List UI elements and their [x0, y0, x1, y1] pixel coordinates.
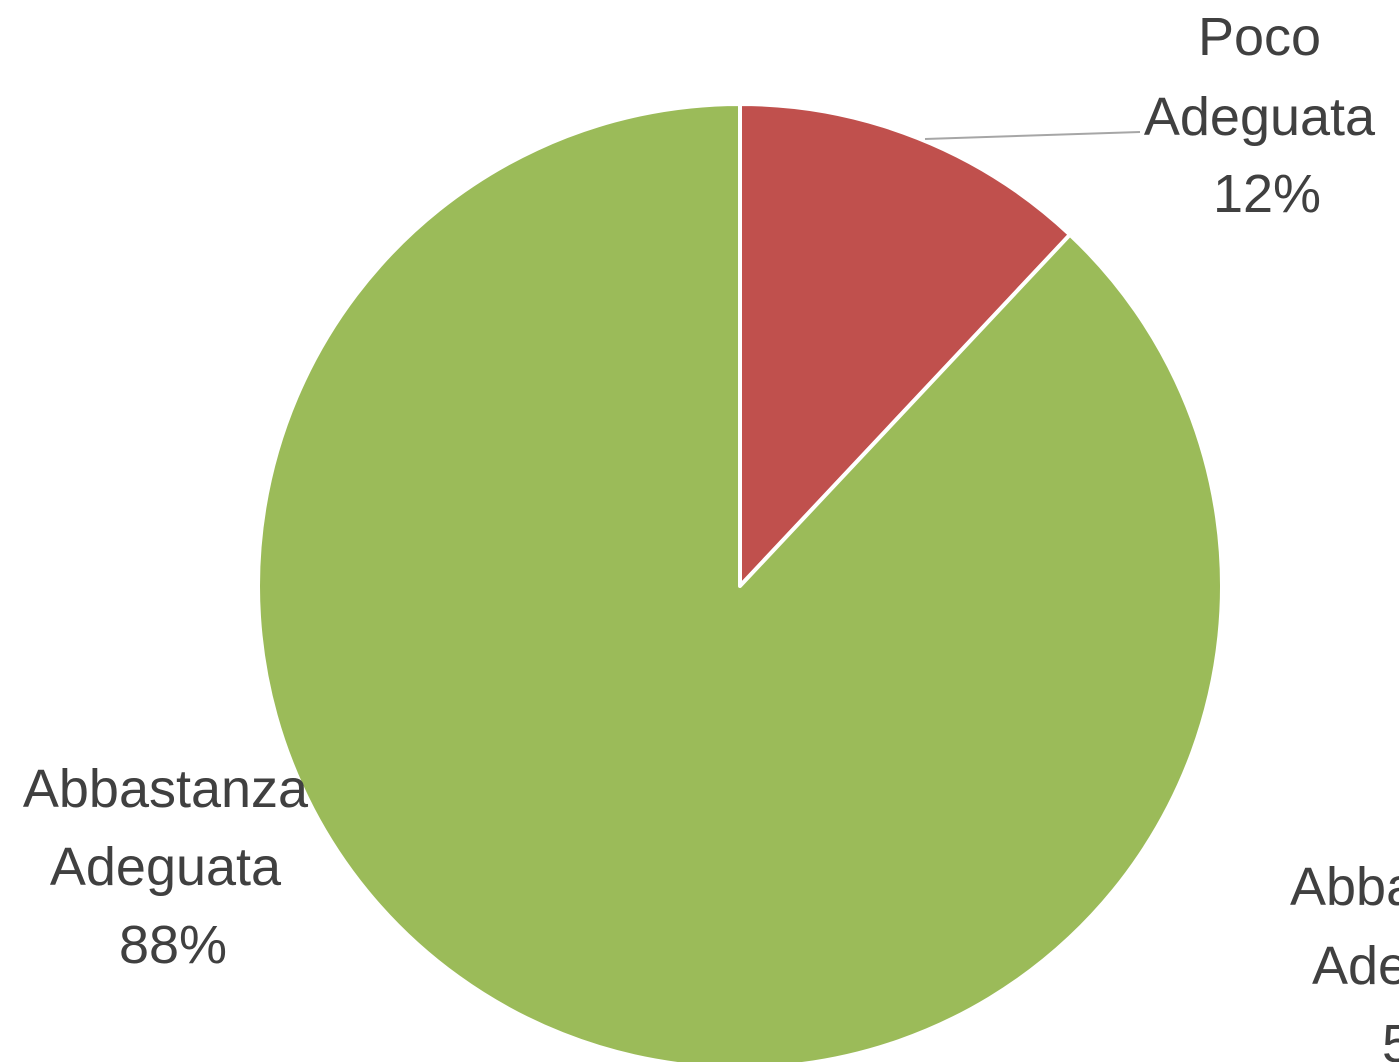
data-label-clipped-line-1: Abba: [1290, 857, 1399, 917]
data-label-abbastanza-adeguata-line-1: Abbastanza: [23, 759, 309, 819]
pie-slice-abbastanza-adeguata: [256, 102, 1224, 1062]
data-label-poco-adeguata: Poco Adeguata 12%: [1144, 7, 1390, 224]
data-label-clipped-line-3: 5: [1382, 1014, 1399, 1062]
data-label-abbastanza-adeguata-line-3: 88%: [119, 915, 227, 975]
pie-slice-poco-adeguata: [738, 102, 1072, 588]
data-label-clipped-line-2: Ade: [1312, 936, 1399, 996]
pie-slices: [256, 102, 1224, 1062]
leader-line-poco-adeguata: [924, 131, 1141, 140]
data-label-abbastanza-adeguata-line-2: Adeguata: [50, 837, 282, 897]
data-label-abbastanza-adeguata: Abbastanza Adeguata 88%: [23, 759, 323, 975]
data-label-poco-adeguata-line-3: 12%: [1213, 164, 1321, 224]
data-label-clipped: Abba Ade 5: [1290, 857, 1399, 1062]
data-label-poco-adeguata-line-1: Poco: [1198, 7, 1321, 67]
data-label-poco-adeguata-line-2: Adeguata: [1144, 87, 1376, 147]
